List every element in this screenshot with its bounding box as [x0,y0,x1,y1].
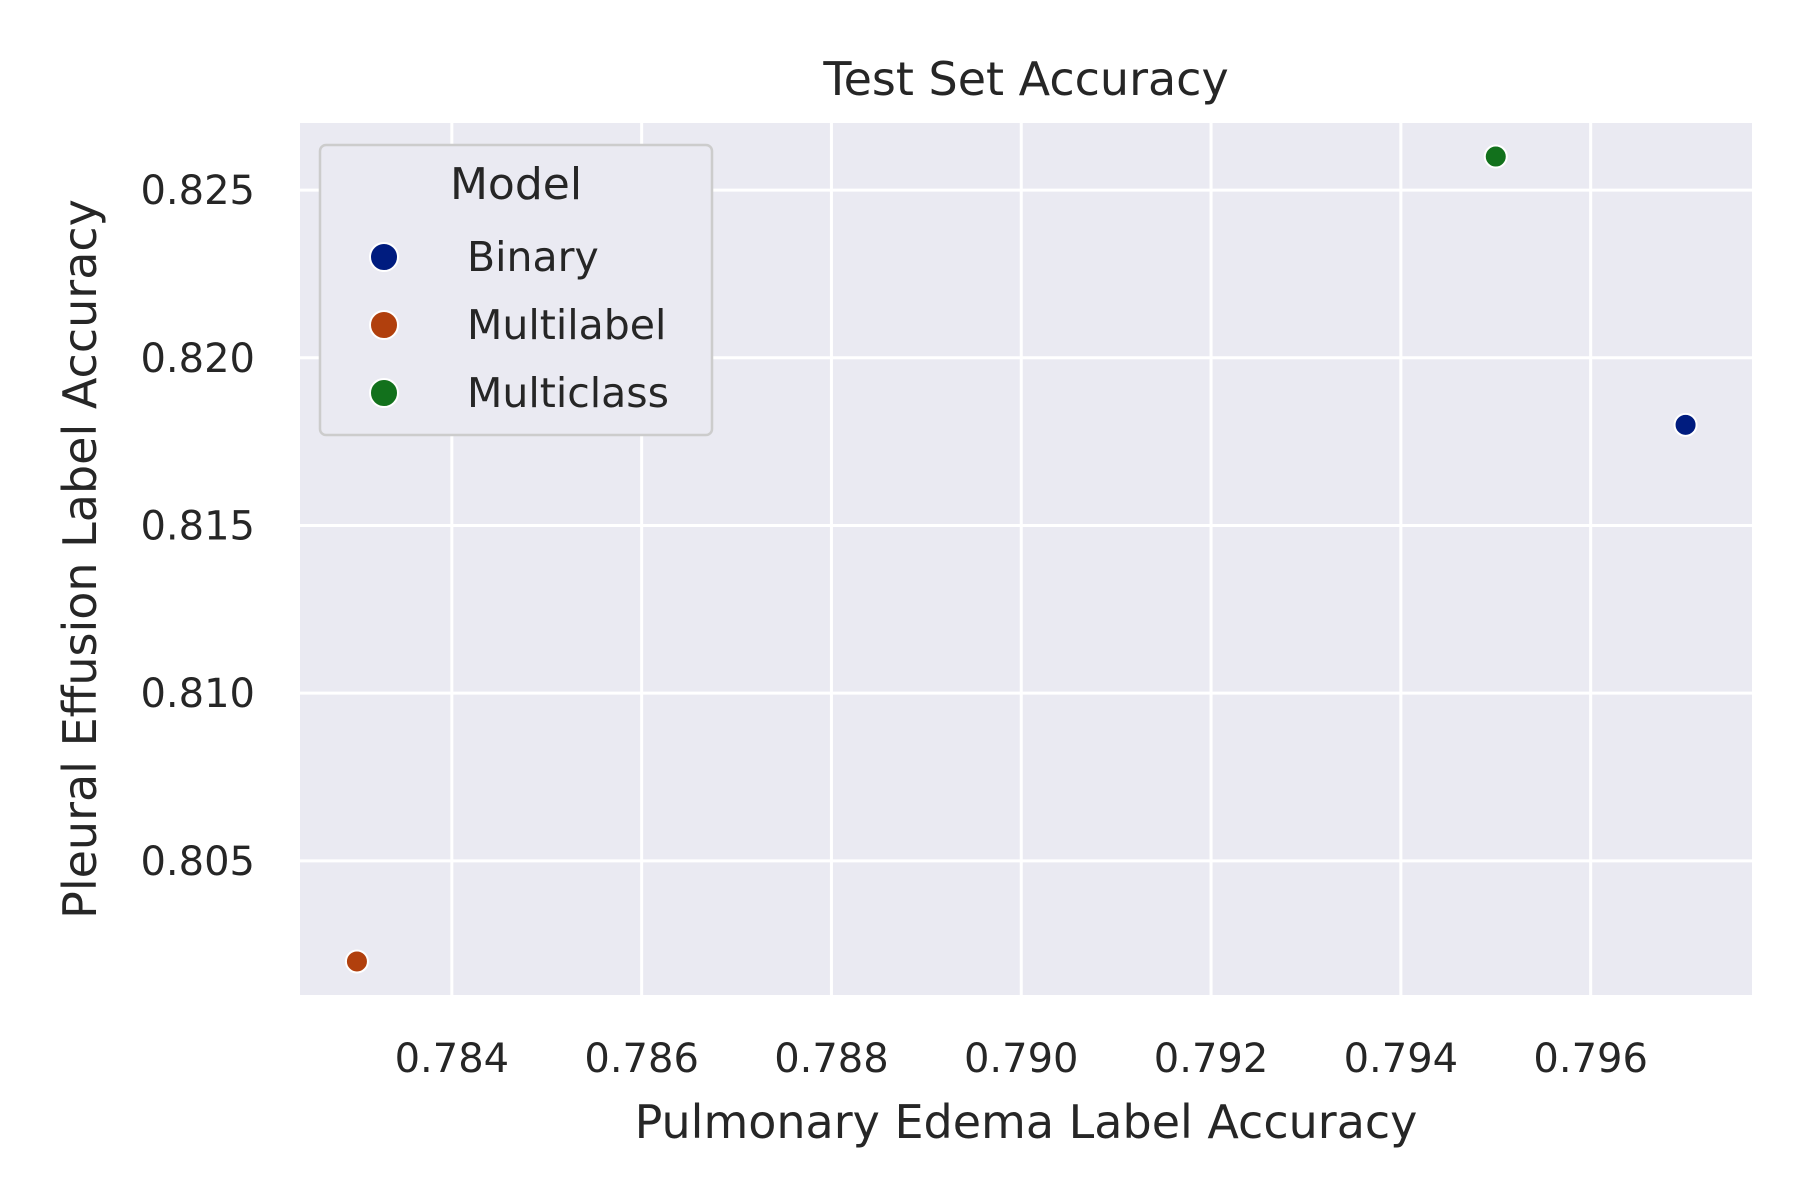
x-tick-label: 0.784 [395,1036,510,1082]
legend-marker-multiclass [369,378,399,408]
y-tick-label: 0.805 [140,839,255,885]
x-tick-label: 0.796 [1533,1036,1648,1082]
legend: Model Binary Multilabel Multiclass [318,143,714,437]
legend-label-multiclass: Multiclass [467,369,669,417]
legend-label-binary: Binary [467,233,599,281]
legend-box [318,143,714,437]
x-tick-label: 0.786 [584,1036,699,1082]
data-point-multilabel [344,949,369,974]
data-points [344,144,1698,974]
legend-entries: Binary Multilabel Multiclass [369,233,669,417]
legend-marker-multilabel [369,310,399,340]
x-tick-label: 0.794 [1344,1036,1459,1082]
legend-label-multilabel: Multilabel [467,301,666,349]
x-tick-label: 0.790 [964,1036,1079,1082]
legend-title: Model [450,159,582,210]
x-tick-label: 0.788 [774,1036,889,1082]
y-tick-label: 0.820 [140,336,255,382]
legend-marker-binary [369,242,399,272]
x-tick-label: 0.792 [1154,1036,1269,1082]
y-tick-label: 0.825 [140,168,255,214]
x-axis-label: Pulmonary Edema Label Accuracy [635,1095,1418,1149]
x-tick-labels: 0.784 0.786 0.788 0.790 0.792 0.794 0.796 [395,1036,1648,1082]
chart-title: Test Set Accuracy [822,52,1228,106]
grid-lines [300,123,1752,995]
y-tick-label: 0.810 [140,671,255,717]
data-point-binary [1673,412,1698,437]
y-tick-label: 0.815 [140,503,255,549]
y-tick-labels: 0.805 0.810 0.815 0.820 0.825 [140,168,255,885]
data-point-multiclass [1483,144,1508,169]
y-axis-label: Pleural Effusion Label Accuracy [53,199,107,919]
